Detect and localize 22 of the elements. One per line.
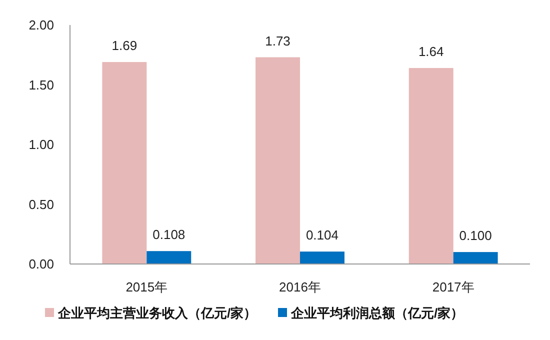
- bar: [408, 68, 454, 264]
- data-label: 1.73: [265, 33, 290, 48]
- bar: [256, 57, 300, 264]
- data-label: 0.100: [459, 228, 492, 244]
- legend-label: 企业平均主营业务收入（亿元/家）: [57, 306, 257, 321]
- x-tick-label: 2016年: [279, 280, 321, 295]
- y-tick-label: 0.00: [28, 256, 54, 272]
- data-label: 0.108: [152, 227, 186, 242]
- data-label: 0.104: [306, 228, 339, 243]
- x-tick-label: 2015年: [126, 280, 168, 295]
- data-label: 1.64: [418, 44, 444, 60]
- y-tick-label: 0.50: [28, 196, 54, 212]
- bar: [102, 62, 147, 264]
- x-tick-label: 2017年: [432, 280, 474, 295]
- bar: [146, 251, 192, 264]
- bar: [453, 252, 498, 264]
- y-tick-label: 1.50: [28, 77, 54, 92]
- y-tick-label: 2.00: [28, 18, 54, 33]
- y-tick-label: 1.00: [28, 137, 54, 152]
- data-label: 1.69: [112, 38, 138, 54]
- bar: [300, 252, 344, 264]
- legend-label: 企业平均利润总额（亿元/家）: [290, 306, 464, 321]
